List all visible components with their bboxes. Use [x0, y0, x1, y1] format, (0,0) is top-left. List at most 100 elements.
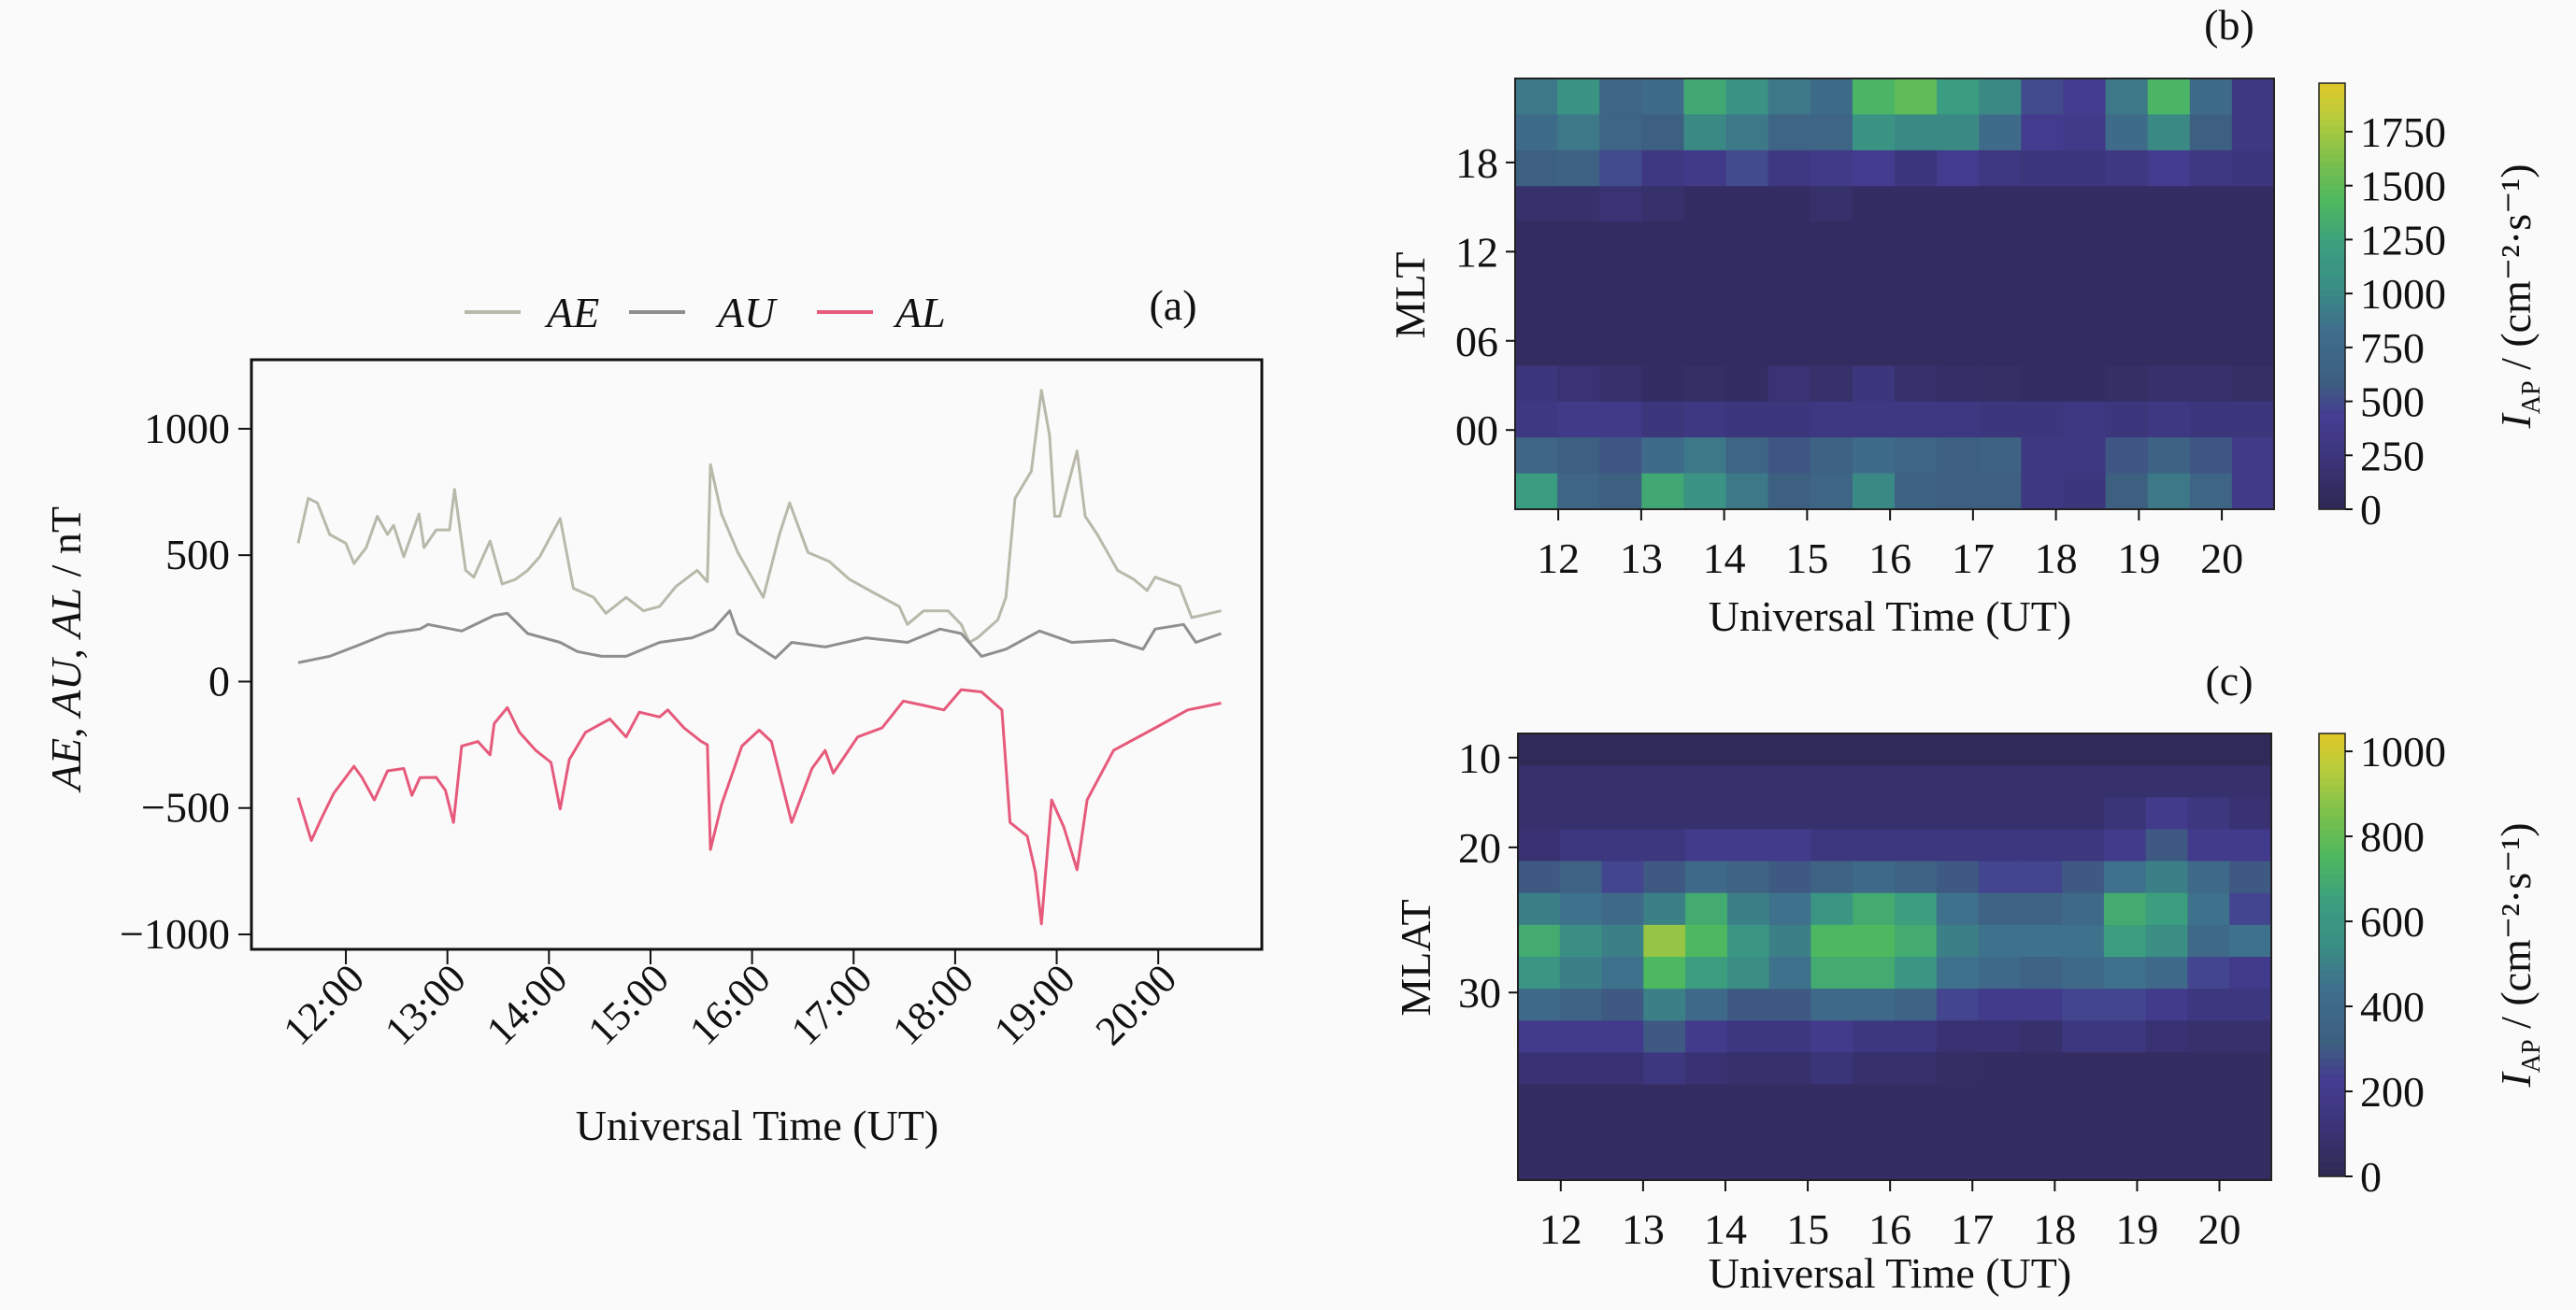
heatmap-cell	[2103, 957, 2147, 990]
axes-frame-a	[250, 358, 1264, 951]
colorbar-segment	[2319, 895, 2345, 904]
heatmap-cell	[1853, 1147, 1896, 1181]
panel-label-c: (c)	[2205, 657, 2253, 705]
heatmap-cell	[1810, 1147, 1854, 1181]
heatmap-cell	[1601, 733, 1645, 766]
colorbar-segment	[2319, 225, 2345, 234]
legend-label-al: AL	[893, 289, 946, 336]
heatmap-cell	[1895, 957, 1938, 990]
colorbar-segment	[2319, 991, 2345, 1000]
heatmap-cell	[1895, 114, 1938, 151]
colorbar-segment	[2319, 374, 2345, 382]
heatmap-cell	[1643, 829, 1686, 862]
heatmap-cell	[1683, 329, 1727, 367]
heatmap	[1518, 733, 2272, 1181]
colorbar-tick-label: 0	[2360, 1153, 2382, 1201]
heatmap-cell	[1726, 861, 1770, 894]
heatmap-cell	[1768, 1147, 1812, 1181]
heatmap-cell	[2103, 733, 2147, 766]
heatmap-cell	[1641, 293, 1685, 331]
colorbar-segment	[2319, 289, 2345, 297]
heatmap-cell	[1726, 733, 1770, 766]
heatmap-cell	[1852, 401, 1896, 438]
colorbar-tick-label: 1500	[2360, 163, 2446, 210]
colorbar-segment	[2319, 1088, 2345, 1096]
heatmap-cell	[1936, 861, 1980, 894]
heatmap-cell	[1601, 957, 1645, 990]
heatmap-cell	[1683, 293, 1727, 331]
heatmap-cell	[1557, 150, 1601, 188]
heatmap-cell	[1725, 114, 1769, 151]
colorbar-segment	[2319, 182, 2345, 191]
heatmap-cell	[1937, 437, 1981, 475]
heatmap-cell	[1767, 150, 1811, 188]
heatmap-cell	[1852, 365, 1896, 403]
colorbar-segment	[2319, 755, 2345, 764]
heatmap-cell	[1515, 365, 1558, 403]
heatmap-cell	[2229, 1116, 2272, 1149]
heatmap-cell	[1685, 829, 1728, 862]
heatmap-cell	[2187, 829, 2231, 862]
heatmap-cell	[2062, 957, 2105, 990]
colorbar-segment	[2319, 431, 2345, 439]
heatmap-cell	[2020, 733, 2063, 766]
heatmap-cell	[1978, 1052, 2022, 1086]
heatmap-cell	[1643, 892, 1686, 926]
colorbar-segment	[2319, 888, 2345, 897]
heatmap-cell	[2062, 765, 2105, 799]
heatmap-cell	[1768, 957, 1812, 990]
heatmap-cell	[1725, 186, 1769, 223]
heatmap-cell	[1515, 473, 1558, 510]
y-axis-label-part: AU	[42, 657, 90, 719]
colorbar-segment	[2319, 1132, 2345, 1141]
heatmap-cell	[2145, 861, 2189, 894]
heatmap-cell	[1518, 989, 1561, 1022]
heatmap-cell	[1810, 437, 1853, 475]
heatmap-cell	[1810, 797, 1854, 831]
heatmap-cell	[1978, 1147, 2022, 1181]
heatmap-cell	[2020, 861, 2063, 894]
heatmap-cell	[1726, 989, 1770, 1022]
heatmap-cell	[2021, 365, 2065, 403]
heatmap-cell	[2187, 989, 2231, 1022]
heatmap-cell	[1810, 1052, 1854, 1086]
heatmap-cell	[1895, 150, 1938, 188]
colorbar-segment	[2319, 281, 2345, 290]
heatmap-cell	[2105, 78, 2149, 116]
heatmap-cell	[1810, 1084, 1854, 1118]
colorbar-segment	[2319, 777, 2345, 786]
heatmap-cell	[1557, 293, 1601, 331]
heatmap-cell	[1685, 957, 1728, 990]
heatmap-cell	[1936, 1020, 1980, 1054]
heatmap-cell	[2229, 989, 2272, 1022]
x-tick-label: 17	[1951, 1205, 1994, 1253]
colorbar-label: IAP / (cm⁻²·s⁻¹)	[2492, 822, 2546, 1088]
colorbar-segment	[2319, 210, 2345, 219]
colorbar-segment	[2319, 844, 2345, 852]
heatmap-cell	[2020, 924, 2063, 958]
heatmap-cell	[2229, 1147, 2272, 1181]
heatmap-cell	[1852, 258, 1896, 295]
colorbar-segment	[2319, 388, 2345, 396]
heatmap-cell	[1559, 765, 1603, 799]
colorbar-segment	[2319, 976, 2345, 986]
heatmap-cell	[1936, 989, 1980, 1022]
x-tick-label: 12	[1539, 1205, 1582, 1253]
colorbar-segment	[2319, 488, 2345, 496]
heatmap-cell	[1685, 765, 1728, 799]
heatmap-cell	[1683, 114, 1727, 151]
heatmap-cell	[2147, 401, 2191, 438]
heatmap-cell	[1852, 473, 1896, 510]
heatmap-cell	[1725, 365, 1769, 403]
heatmap-cell	[1557, 258, 1601, 295]
legend-label-ae: AE	[544, 289, 599, 336]
colorbar-segment	[2319, 111, 2345, 120]
heatmap-cell	[1725, 437, 1769, 475]
x-tick-label: 17	[1952, 534, 1995, 582]
heatmap-cell	[2147, 365, 2191, 403]
heatmap-cell	[2105, 150, 2149, 188]
heatmap-cell	[2187, 861, 2231, 894]
colorbar-segment	[2319, 275, 2345, 283]
heatmap-cell	[2063, 365, 2107, 403]
x-tick-label: 15	[1785, 534, 1828, 582]
